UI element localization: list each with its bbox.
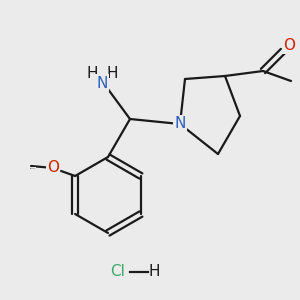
- Text: H: H: [148, 265, 160, 280]
- Text: H: H: [86, 65, 98, 80]
- Text: O: O: [47, 160, 59, 175]
- Text: Cl: Cl: [111, 265, 125, 280]
- Text: N: N: [96, 76, 108, 91]
- Text: O: O: [283, 38, 295, 52]
- Text: N: N: [174, 116, 186, 131]
- Text: methoxy: methoxy: [30, 167, 36, 169]
- Text: H: H: [106, 65, 118, 80]
